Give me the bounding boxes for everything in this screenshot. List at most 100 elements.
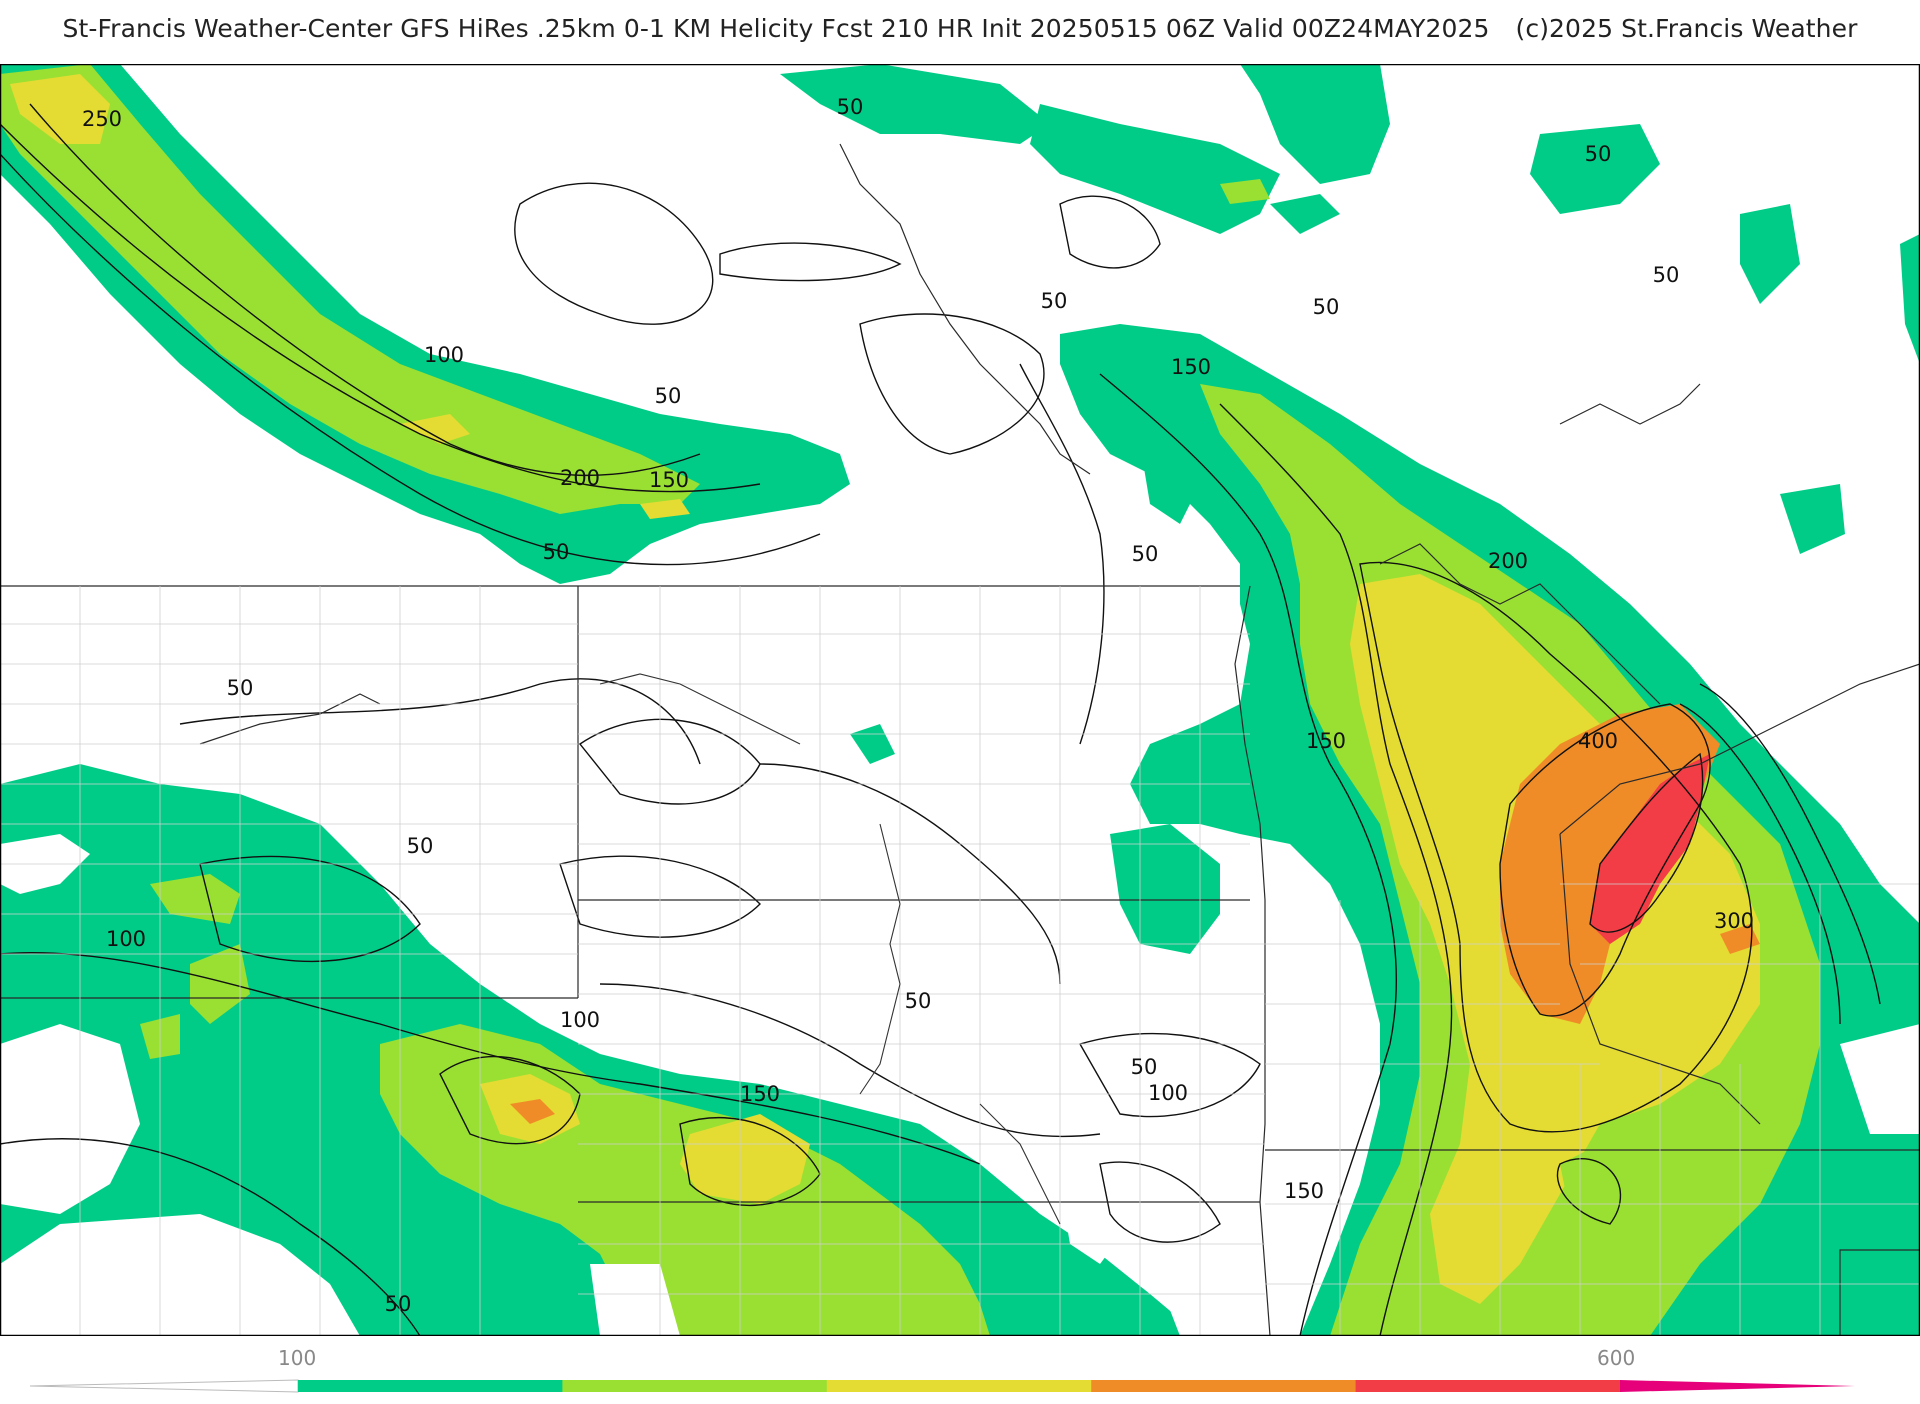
contour-label: 250 bbox=[82, 107, 122, 131]
contour-line-50-c bbox=[859, 313, 1045, 455]
contour-label: 150 bbox=[1171, 355, 1211, 379]
fill-south-200b bbox=[680, 1114, 810, 1204]
fill-north-c bbox=[1240, 64, 1390, 184]
river-south bbox=[979, 1103, 1061, 1225]
fill-band-nw-150 bbox=[0, 64, 700, 514]
colorbar: 100 600 bbox=[0, 1336, 1920, 1400]
colorbar-segment bbox=[562, 1380, 828, 1392]
contour-label: 50 bbox=[837, 95, 864, 119]
contour-label: 50 bbox=[543, 540, 570, 564]
contour-line-100-south bbox=[0, 952, 981, 1165]
contour-label: 100 bbox=[560, 1008, 600, 1032]
border-state-f bbox=[1259, 900, 1271, 1336]
fill-south-300a bbox=[510, 1099, 555, 1124]
copyright-text: (c)2025 St.Francis Weather bbox=[1515, 14, 1858, 43]
river-missouri bbox=[859, 823, 901, 1095]
coastline-c bbox=[1559, 383, 1701, 425]
contour-label: 400 bbox=[1578, 729, 1618, 753]
county-grid-east-v bbox=[1339, 884, 1821, 1336]
contour-line-50-l bbox=[1078, 1032, 1261, 1118]
contour-line-150-hole bbox=[1556, 1158, 1622, 1225]
hole-south-b bbox=[0, 1024, 140, 1214]
contour-label: 150 bbox=[1306, 729, 1346, 753]
fill-plume-300b bbox=[1720, 924, 1760, 954]
contour-label: 50 bbox=[655, 384, 682, 408]
border-state-i bbox=[1559, 833, 1761, 1125]
contour-line-50-m bbox=[1099, 1161, 1221, 1243]
county-lines bbox=[0, 586, 1920, 1336]
colorbar-segment bbox=[826, 1380, 1092, 1392]
contour-line-50-j bbox=[559, 855, 761, 938]
colorbar-segment bbox=[298, 1380, 563, 1392]
contour-line-200-plume bbox=[1219, 403, 1453, 1336]
hole-south-f bbox=[1150, 1204, 1230, 1336]
fill-ne-b bbox=[1780, 484, 1845, 554]
contour-label: 100 bbox=[424, 343, 464, 367]
contour-label: 50 bbox=[1041, 289, 1068, 313]
boundary-lines bbox=[0, 143, 1920, 1336]
fill-north-a bbox=[780, 64, 1050, 144]
contour-lines bbox=[0, 103, 1881, 1336]
fill-north-e bbox=[1270, 194, 1340, 234]
contour-label: 50 bbox=[1313, 295, 1340, 319]
contour-label: 200 bbox=[1488, 549, 1528, 573]
contour-label: 50 bbox=[1653, 263, 1680, 287]
contour-line-50-nw bbox=[0, 153, 821, 566]
contour-line-150-plume bbox=[1099, 373, 1397, 1336]
county-grid-mid-v bbox=[659, 586, 1201, 1336]
coastline-a bbox=[839, 143, 1091, 475]
fill-south-150b bbox=[150, 874, 240, 924]
county-grid-mid-h bbox=[578, 633, 1265, 1295]
contour-line-150-nw bbox=[29, 103, 701, 477]
river-lines bbox=[599, 673, 1061, 1225]
contour-line-300-plume bbox=[1499, 703, 1711, 1017]
contour-line-50-e bbox=[1019, 363, 1105, 745]
fill-south-150c bbox=[190, 944, 250, 1024]
contour-label: 50 bbox=[227, 676, 254, 700]
contour-line-50-i bbox=[199, 855, 421, 963]
fill-nw-200b bbox=[400, 414, 470, 444]
contour-labels: 250 50 100 50 200 150 50 50 150 50 50 50… bbox=[82, 95, 1754, 1316]
fill-north-b2 bbox=[1220, 179, 1270, 204]
contour-label: 100 bbox=[1148, 1081, 1188, 1105]
fill-north-b bbox=[1030, 104, 1280, 234]
contour-line-250-plume bbox=[1359, 561, 1753, 1133]
contour-line-50-d bbox=[1059, 195, 1161, 269]
border-state-e bbox=[1234, 585, 1266, 901]
coastline-b bbox=[1379, 543, 1661, 705]
contour-line-250-east bbox=[1699, 683, 1881, 1005]
river-lake-sakakawea bbox=[599, 673, 801, 745]
fill-central-c bbox=[1110, 824, 1220, 954]
contour-line-50-k bbox=[599, 983, 1101, 1138]
hole-south-d bbox=[590, 1264, 680, 1336]
contour-label: 150 bbox=[649, 468, 689, 492]
county-grid-east-h bbox=[1265, 883, 1920, 1285]
border-state-j bbox=[1839, 1249, 1920, 1336]
contour-line-50-south bbox=[0, 1138, 421, 1336]
contour-line-50-a bbox=[514, 182, 714, 325]
contour-label: 50 bbox=[407, 834, 434, 858]
hole-south-e bbox=[1060, 1174, 1130, 1264]
colorbar-graphic bbox=[29, 1379, 1855, 1393]
contour-label: 100 bbox=[106, 927, 146, 951]
fill-plume-400 bbox=[1590, 754, 1710, 944]
county-grid-west-v bbox=[79, 586, 481, 1336]
contour-label: 50 bbox=[1132, 542, 1159, 566]
contour-line-300-east bbox=[1679, 703, 1841, 1025]
contour-label: 200 bbox=[560, 466, 600, 490]
colorbar-segments bbox=[298, 1380, 1621, 1392]
colorbar-segment bbox=[1355, 1380, 1621, 1392]
contour-label: 50 bbox=[905, 989, 932, 1013]
contour-label: 50 bbox=[1585, 142, 1612, 166]
contour-line-50-g bbox=[578, 718, 761, 805]
helicity-map: 250 50 100 50 200 150 50 50 150 50 50 50… bbox=[0, 64, 1920, 1336]
contour-line-100-nw bbox=[0, 123, 761, 493]
contour-label: 150 bbox=[1284, 1179, 1324, 1203]
fill-ne-c bbox=[1900, 234, 1920, 364]
title-text: St-Francis Weather-Center GFS HiRes .25k… bbox=[62, 14, 1490, 43]
colorbar-high-arrow bbox=[1620, 1380, 1855, 1392]
fill-nw-200 bbox=[10, 74, 110, 144]
contour-label: 150 bbox=[740, 1082, 780, 1106]
contour-line-400-plume bbox=[1589, 752, 1704, 933]
map-title: St-Francis Weather-Center GFS HiRes .25k… bbox=[0, 14, 1920, 43]
